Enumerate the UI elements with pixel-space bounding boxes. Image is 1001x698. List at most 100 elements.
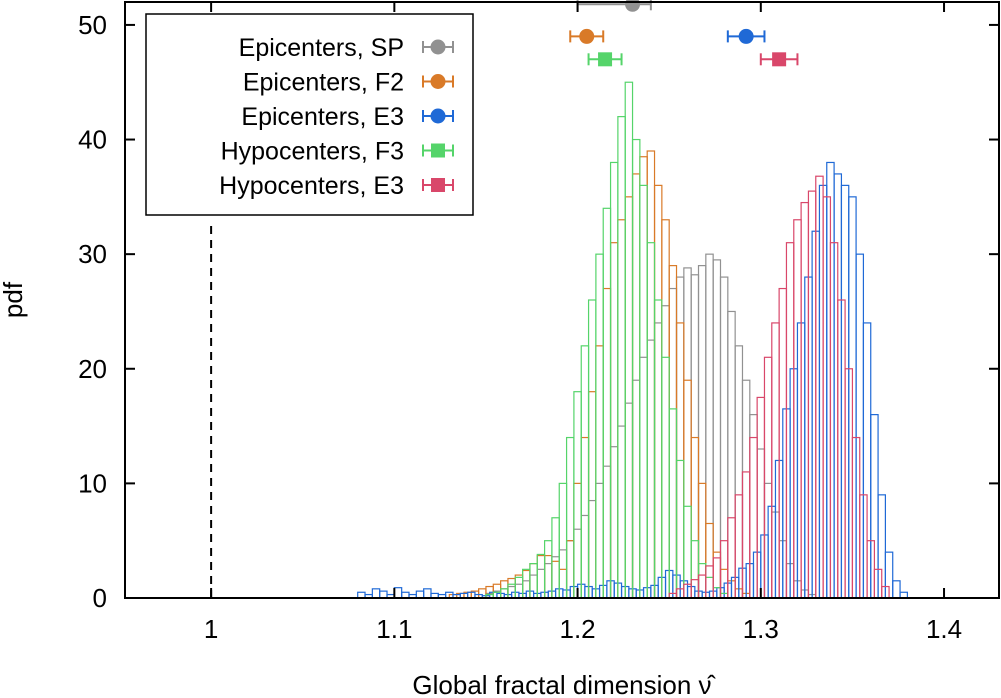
histogram-bar — [580, 436, 590, 599]
histogram-bar — [653, 299, 663, 599]
histogram-bar — [661, 219, 670, 599]
y-tick-label: 20 — [78, 354, 107, 384]
histogram-bar — [551, 517, 560, 599]
histogram-bar — [683, 267, 692, 599]
histogram-bar — [690, 274, 700, 599]
y-tick-label: 10 — [78, 468, 107, 498]
legend-marker — [431, 143, 445, 158]
x-tick-label: 1.1 — [376, 614, 412, 644]
point-estimate-layer — [569, 0, 799, 67]
histogram-bar — [587, 391, 597, 599]
histogram-bar — [639, 156, 648, 599]
x-tick-label: 1.3 — [743, 614, 779, 644]
legend-item-epicenters-f2: Epicenters, F2 — [243, 69, 454, 97]
histogram-bar — [595, 482, 604, 599]
legend-label: Epicenters, SP — [239, 34, 404, 62]
histogram-bar — [668, 265, 678, 599]
legend-marker — [431, 178, 445, 192]
histogram-bar — [379, 590, 388, 599]
legend-label: Epicenters, E3 — [241, 103, 404, 131]
legend-box — [145, 13, 474, 216]
legend-marker — [430, 108, 446, 124]
histogram-bar — [697, 265, 707, 599]
histogram-bar — [617, 425, 626, 599]
point-epicenters-f2 — [579, 28, 595, 44]
histogram-bar — [712, 259, 722, 599]
histogram-bar — [609, 446, 619, 599]
legend-item-hypocenters-f3: Hypocenters, F3 — [221, 138, 454, 166]
histogram-bar — [536, 554, 546, 599]
histogram-bar — [639, 184, 648, 599]
histogram-bar — [639, 356, 648, 599]
histogram-bar — [653, 322, 663, 599]
legend-marker — [430, 39, 446, 55]
histogram-bar — [653, 184, 663, 599]
x-tick-label: 1.2 — [559, 614, 595, 644]
histogram-bar — [609, 242, 619, 599]
y-tick-label: 0 — [93, 583, 107, 613]
histogram-bar — [602, 207, 612, 599]
legend-item-hypocenters-e3: Hypocenters, E3 — [219, 172, 454, 200]
y-tick-label: 50 — [78, 10, 107, 40]
histogram-bar — [668, 287, 678, 599]
histogram-bar — [602, 287, 612, 599]
x-axis-label: Global fractal dimension ν̂ — [412, 670, 716, 698]
histogram-bar — [683, 379, 692, 599]
histogram-bar — [423, 588, 432, 599]
histogram-bar — [573, 391, 582, 599]
histogram-bar — [719, 276, 729, 599]
histogram-bar — [624, 196, 634, 599]
histogram-bar — [558, 482, 568, 599]
x-tick-label: 1.4 — [926, 614, 962, 644]
histogram-bar — [624, 402, 634, 599]
histogram-bar — [690, 436, 700, 599]
histogram-bar — [727, 310, 736, 599]
histogram-bar — [646, 242, 656, 599]
y-tick-label: 30 — [78, 239, 107, 269]
histogram-bar — [595, 253, 604, 599]
histogram-bar — [646, 339, 656, 599]
histogram-bar — [573, 482, 582, 599]
histogram-bar — [595, 345, 604, 599]
histogram-bar — [646, 150, 656, 599]
histogram-bar — [697, 482, 707, 599]
y-axis-label: pdf — [0, 281, 28, 318]
histogram-epicenters-sp — [485, 253, 817, 599]
legend-label: Hypocenters, F3 — [221, 138, 404, 166]
legend-label: Hypocenters, E3 — [219, 172, 404, 200]
histogram-bar — [661, 305, 670, 599]
histogram-bar — [587, 299, 597, 599]
histogram-bar — [668, 408, 678, 599]
legend-item-epicenters-sp: Epicenters, SP — [239, 34, 454, 62]
histogram-bar — [565, 436, 575, 599]
histogram-bar — [543, 540, 553, 599]
histogram-bar — [624, 81, 634, 599]
point-epicenters-e3 — [738, 28, 754, 44]
legend: Epicenters, SP Epicenters, F2 Epicenters, … — [145, 13, 474, 216]
histogram-bar — [587, 499, 597, 599]
histogram-bar — [705, 522, 714, 599]
legend-item-epicenters-e3: Epicenters, E3 — [241, 103, 454, 131]
legend-marker — [430, 74, 446, 89]
histogram-bar — [415, 590, 425, 599]
histogram-bar — [580, 345, 590, 599]
histogram-bar — [602, 465, 612, 599]
axis-ticks: 1 1.1 1.2 1.3 1.4 0 10 20 30 40 50 — [78, 2, 999, 644]
point-hypocenters-f3 — [598, 52, 613, 67]
histogram-bar — [371, 588, 381, 599]
y-tick-label: 40 — [78, 125, 107, 155]
point-hypocenters-e3 — [772, 52, 787, 67]
histogram-bar — [631, 379, 641, 599]
histogram-bar — [609, 161, 619, 599]
histogram-bar — [393, 587, 403, 599]
histogram-bar — [705, 253, 714, 599]
histogram-bar — [734, 345, 744, 599]
histogram-bar — [617, 116, 626, 599]
histogram-bar — [661, 356, 670, 599]
histogram-bar — [631, 138, 641, 599]
plot-frame — [124, 1, 1000, 599]
legend-label: Epicenters, F2 — [243, 69, 404, 97]
histogram-epicenters-f2 — [448, 150, 751, 599]
histogram-bar — [536, 553, 546, 599]
